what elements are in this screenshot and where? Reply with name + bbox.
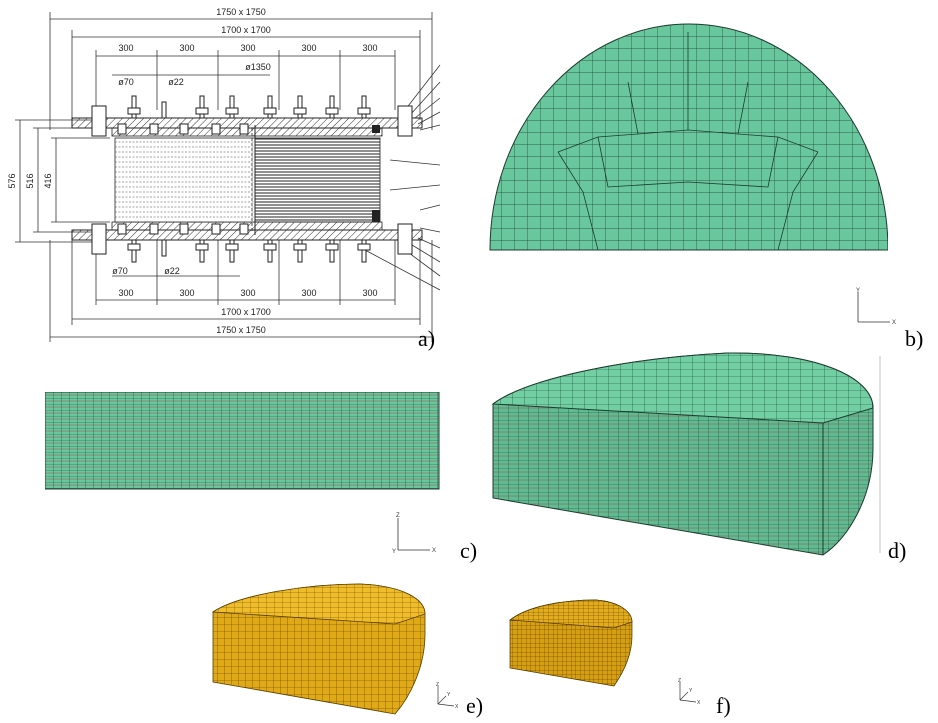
height-516: 516 (25, 173, 35, 188)
axis-c-o: Y (392, 549, 396, 554)
span-top-5: 300 (362, 43, 377, 53)
label-c: c) (460, 538, 478, 563)
dim-outer-top: 1750 x 1750 (216, 7, 266, 17)
height-416: 416 (43, 173, 53, 188)
axis-e-v: Z (436, 682, 439, 688)
iso-mesh-yellow-large (211, 583, 426, 715)
axis-f-v: Z (678, 678, 681, 684)
axis-triad-f: Z X Y (674, 676, 704, 706)
panel-a-drawing: 1750 x 1750 1700 x 1700 300 300 300 300 … (0, 0, 450, 350)
panel-f-yellow-mesh (508, 598, 636, 690)
half-disc-mesh (489, 23, 889, 251)
dim-inner-top: 1700 x 1700 (221, 25, 271, 35)
span-bottom-3: 300 (240, 288, 255, 298)
panel-b-plan-mesh (488, 12, 889, 252)
axis-triad-e-icon: Z X Y (436, 682, 459, 710)
span-bottom-4: 300 (301, 288, 316, 298)
label-d: d) (888, 538, 907, 563)
span-top-4: 300 (301, 43, 316, 53)
span-bottom-2: 300 (179, 288, 194, 298)
phi1350: ø1350 (245, 62, 271, 72)
axis-c-h: X (432, 548, 436, 554)
axis-triad-f-icon: Z X Y (678, 678, 701, 706)
axis-b-v: Y (856, 288, 860, 294)
span-bottom-1: 300 (118, 288, 133, 298)
side-mesh (44, 391, 440, 490)
axis-b-h: X (892, 320, 896, 326)
axis-e-h: X (455, 704, 459, 710)
axis-f-h: X (697, 700, 701, 706)
span-top-1: 300 (118, 43, 133, 53)
label-f: f) (716, 693, 731, 718)
axis-triad-b-icon: Y X (856, 288, 896, 326)
axis-triad-c-icon: Z X Y (392, 513, 436, 555)
axis-triad-e: Z X Y (432, 680, 462, 710)
label-a: a) (418, 326, 436, 351)
axis-triad-b: Y X (850, 286, 900, 326)
phi70-bottom: ø70 (112, 266, 128, 276)
phi22-top: ø22 (168, 77, 184, 87)
span-top-2: 300 (179, 43, 194, 53)
dim-inner-bottom: 1700 x 1700 (221, 307, 271, 317)
panel-e-yellow-mesh (210, 582, 430, 718)
panel-d-3d-mesh (488, 348, 888, 563)
label-b: b) (905, 326, 924, 351)
axis-c-v: Z (396, 513, 400, 519)
axis-e-o: Y (447, 692, 451, 698)
label-e: e) (466, 693, 484, 718)
iso-mesh-green (491, 352, 881, 556)
dim-outer-bottom: 1750 x 1750 (216, 325, 266, 335)
iso-mesh-yellow-small (509, 599, 633, 687)
technical-drawing: 1750 x 1750 1700 x 1700 300 300 300 300 … (7, 7, 441, 342)
phi22-bottom: ø22 (164, 266, 180, 276)
span-bottom-5: 300 (362, 288, 377, 298)
span-top-3: 300 (240, 43, 255, 53)
phi70-top: ø70 (118, 77, 134, 87)
axis-f-o: Y (689, 688, 693, 694)
axis-triad-c: Z X Y (390, 510, 440, 555)
height-576: 576 (7, 173, 17, 188)
panel-c-side-mesh (44, 391, 440, 490)
